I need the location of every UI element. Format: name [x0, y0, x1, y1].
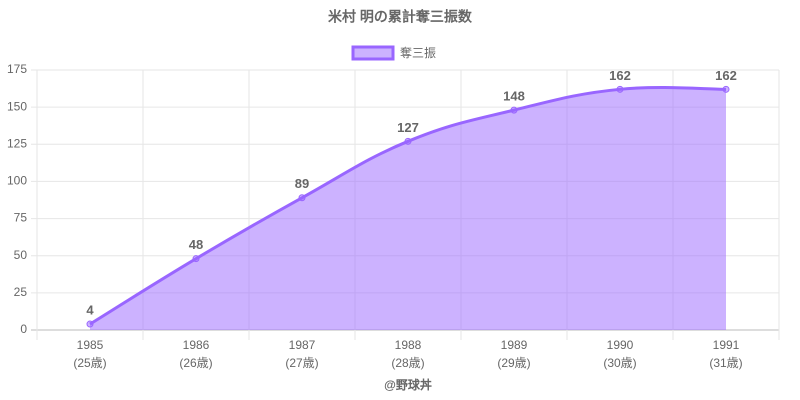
x-tick-label: 1986: [183, 338, 210, 352]
x-tick-sublabel: (29歳): [497, 356, 530, 370]
value-label: 48: [189, 237, 203, 252]
legend-swatch: [351, 45, 395, 61]
point: [86, 320, 94, 328]
value-label: 4: [86, 302, 94, 317]
y-tick-label: 125: [7, 136, 27, 150]
legend-label: 奪三振: [400, 45, 436, 60]
point: [510, 106, 518, 114]
chart-title: 米村 明の累計奪三振数: [328, 9, 473, 25]
value-label: 162: [715, 68, 737, 83]
y-tick-label: 150: [7, 99, 27, 113]
value-label: 148: [503, 89, 525, 104]
point: [616, 85, 624, 93]
area: [90, 87, 726, 331]
x-tick-label: 1990: [607, 338, 634, 352]
y-tick-label: 50: [14, 248, 28, 262]
x-tick-sublabel: (30歳): [603, 356, 636, 370]
y-tick-label: 100: [7, 174, 27, 188]
x-tick-sublabel: (31歳): [709, 356, 742, 370]
value-label: 127: [397, 120, 419, 135]
point: [298, 194, 306, 202]
x-tick-sublabel: (26歳): [179, 356, 212, 370]
x-tick-label: 1988: [395, 338, 422, 352]
x-tick-sublabel: (25歳): [73, 356, 106, 370]
x-tick-sublabel: (28歳): [391, 356, 424, 370]
y-tick-label: 75: [14, 211, 28, 225]
x-tick-sublabel: (27歳): [285, 356, 318, 370]
x-tick-label: 1989: [501, 338, 528, 352]
point: [192, 255, 200, 263]
x-tick-label: 1991: [713, 338, 740, 352]
x-axis-label: @野球丼: [384, 377, 432, 392]
point: [404, 137, 412, 145]
x-tick-label: 1987: [289, 338, 316, 352]
point: [722, 85, 730, 93]
value-label: 89: [295, 176, 309, 191]
x-tick-label: 1985: [77, 338, 104, 352]
y-tick-label: 175: [7, 62, 27, 76]
value-label: 162: [609, 68, 631, 83]
y-tick-label: 0: [20, 322, 27, 336]
y-tick-label: 25: [14, 285, 28, 299]
